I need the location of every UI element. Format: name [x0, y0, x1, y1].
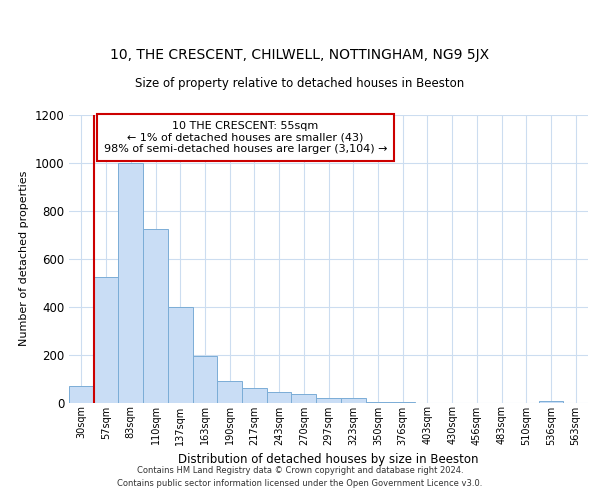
- Bar: [242, 388, 267, 402]
- Bar: [143, 229, 168, 402]
- Text: Size of property relative to detached houses in Beeston: Size of property relative to detached ho…: [136, 78, 464, 90]
- Bar: [316, 398, 341, 402]
- Bar: [168, 306, 193, 402]
- Bar: [69, 386, 94, 402]
- Text: 10 THE CRESCENT: 55sqm
← 1% of detached houses are smaller (43)
98% of semi-deta: 10 THE CRESCENT: 55sqm ← 1% of detached …: [104, 120, 387, 154]
- Bar: [193, 356, 217, 403]
- Bar: [267, 392, 292, 402]
- X-axis label: Distribution of detached houses by size in Beeston: Distribution of detached houses by size …: [178, 453, 479, 466]
- Bar: [341, 398, 365, 402]
- Y-axis label: Number of detached properties: Number of detached properties: [19, 171, 29, 346]
- Text: 10, THE CRESCENT, CHILWELL, NOTTINGHAM, NG9 5JX: 10, THE CRESCENT, CHILWELL, NOTTINGHAM, …: [110, 48, 490, 62]
- Bar: [217, 381, 242, 402]
- Bar: [118, 163, 143, 402]
- Bar: [292, 394, 316, 402]
- Bar: [94, 276, 118, 402]
- Text: Contains HM Land Registry data © Crown copyright and database right 2024.
Contai: Contains HM Land Registry data © Crown c…: [118, 466, 482, 487]
